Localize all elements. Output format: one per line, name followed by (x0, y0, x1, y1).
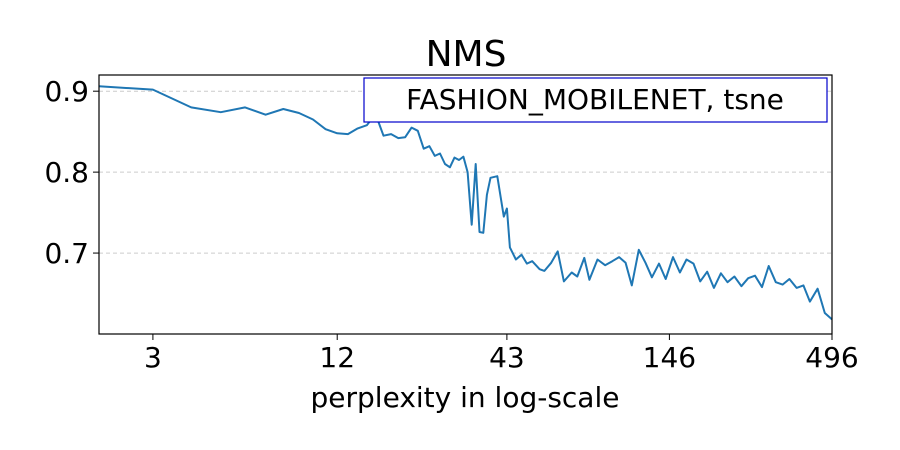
chart-title: NMS (426, 34, 507, 75)
series-line (98, 85, 833, 321)
x-axis-label: perplexity in log-scale (311, 381, 620, 414)
legend-label: FASHION_MOBILENET, tsne (406, 83, 784, 116)
x-tick-label: 12 (319, 341, 355, 374)
x-tick-label: 3 (144, 341, 162, 374)
y-axis-ticks: 0.7 0.8 0.9 (44, 75, 99, 270)
plot-frame (98, 74, 833, 335)
x-tick-label: 43 (489, 341, 525, 374)
legend-box: FASHION_MOBILENET, tsne (363, 77, 828, 123)
x-tick-label: 146 (643, 341, 696, 374)
x-axis-ticks: 3 12 43 146 496 (144, 334, 859, 374)
x-tick-label: 496 (805, 341, 858, 374)
legend-frame (363, 77, 828, 123)
y-tick-label: 0.9 (44, 75, 89, 108)
y-tick-label: 0.8 (44, 156, 89, 189)
y-tick-label: 0.7 (44, 237, 89, 270)
series-line-group (98, 85, 833, 321)
